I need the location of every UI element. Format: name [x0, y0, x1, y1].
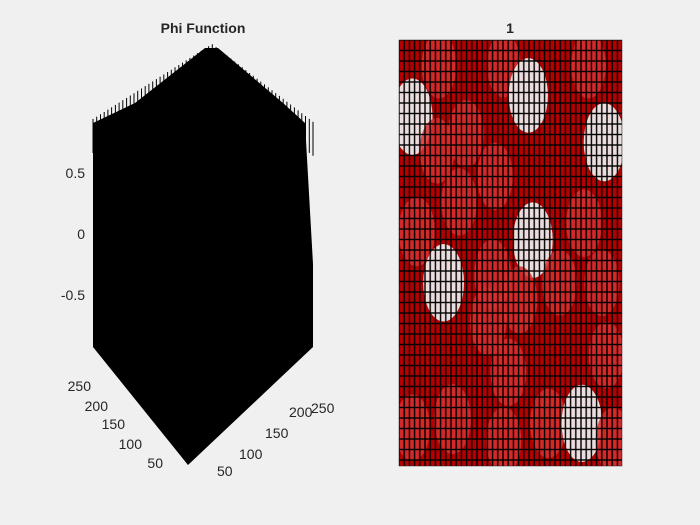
image-plot: 1: [398, 20, 623, 467]
surface-body: [93, 48, 313, 465]
y-tick-label: 50: [147, 455, 163, 471]
surface-title: Phi Function: [161, 20, 246, 36]
x-tick-label: 50: [217, 463, 233, 479]
z-tick-label: -0.5: [61, 287, 85, 303]
x-tick-label: 100: [239, 446, 263, 462]
z-tick-label: 0: [77, 226, 85, 242]
z-tick-label: 0.5: [66, 165, 86, 181]
x-tick-label: 150: [265, 425, 289, 441]
z-axis-ticks: 0.5 0 -0.5: [61, 165, 85, 303]
y-tick-label: 250: [68, 378, 92, 394]
y-tick-label: 200: [85, 398, 109, 414]
image-grid: [399, 40, 622, 466]
surface-plot: Phi Function 0.5 0 -0.5 50 100 150 200 2…: [61, 20, 335, 479]
y-tick-label: 150: [102, 416, 126, 432]
image-title: 1: [506, 20, 514, 36]
image-frame: [398, 39, 623, 467]
x-tick-label: 250: [311, 400, 335, 416]
surface-spikes: [92, 44, 314, 156]
y-axis-ticks: 50 100 150 200 250: [68, 378, 164, 471]
x-axis-ticks: 50 100 150 200 250: [217, 400, 335, 479]
y-tick-label: 100: [119, 436, 143, 452]
x-tick-label: 200: [289, 404, 313, 420]
